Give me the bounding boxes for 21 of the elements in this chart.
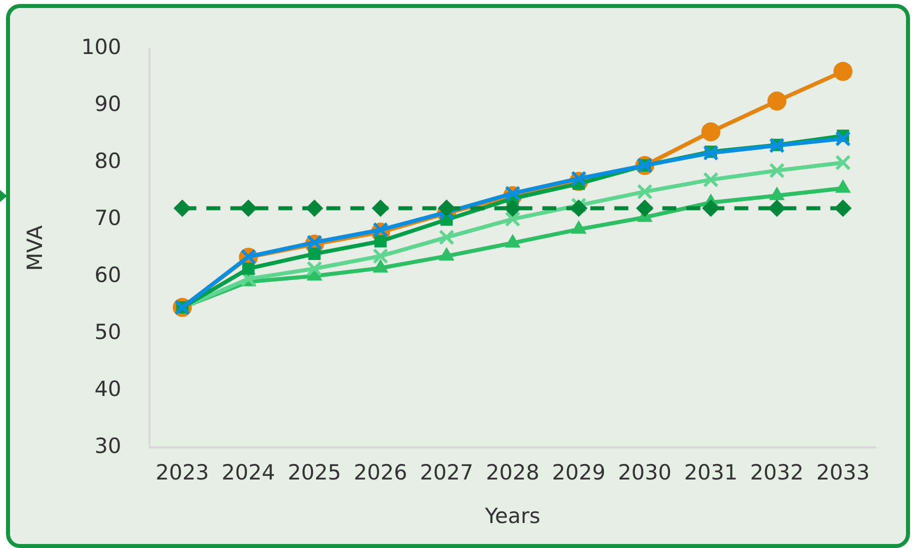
x-tick-label: 2023 [156,460,210,485]
x-tick-label: 2033 [816,460,870,485]
x-tick-label: 2031 [684,460,738,485]
y-tick-label: 50 [94,320,122,344]
x-tick-label: 2029 [552,460,606,485]
x-tick-label: 2025 [288,460,342,485]
x-tick-label: 2024 [222,460,276,485]
x-tick-label: 2032 [750,460,804,485]
y-tick-label: 100 [81,35,122,60]
y-axis-title: MVA [23,224,48,271]
y-tick-label: 40 [94,377,122,402]
x-tick-label: 2026 [354,460,408,485]
y-tick-label: 90 [94,92,122,116]
x-tick-label: 2030 [618,460,672,485]
y-tick-label: 80 [94,149,122,174]
x-tick-label: 2028 [486,460,540,485]
y-tick-label: 30 [94,434,122,458]
x-axis-title: Years [484,504,540,528]
y-tick-label: 70 [94,206,122,230]
y-tick-label: 60 [94,263,122,288]
x-tick-label: 2027 [420,460,474,485]
